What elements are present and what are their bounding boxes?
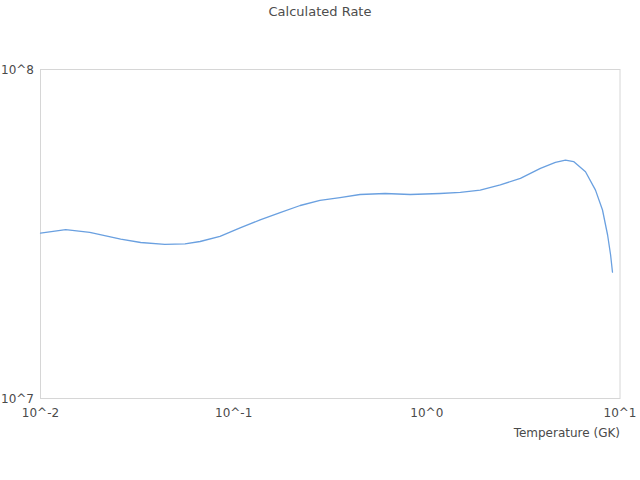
calculated-rate-line (41, 160, 613, 272)
x-tick-label: 10^-2 (11, 407, 71, 419)
x-tick-label: 10^0 (397, 407, 457, 419)
x-tick-label: 10^-1 (204, 407, 264, 419)
y-tick-label: 10^8 (0, 64, 34, 76)
x-tick-label: 10^1 (590, 407, 640, 419)
plot-border (41, 70, 621, 399)
x-axis-title: Temperature (GK) (0, 426, 620, 440)
chart-window: Calculated Rate 10^710^8 10^-210^-110^01… (0, 0, 640, 480)
plot-area (0, 0, 640, 480)
y-tick-label: 10^7 (0, 393, 34, 405)
